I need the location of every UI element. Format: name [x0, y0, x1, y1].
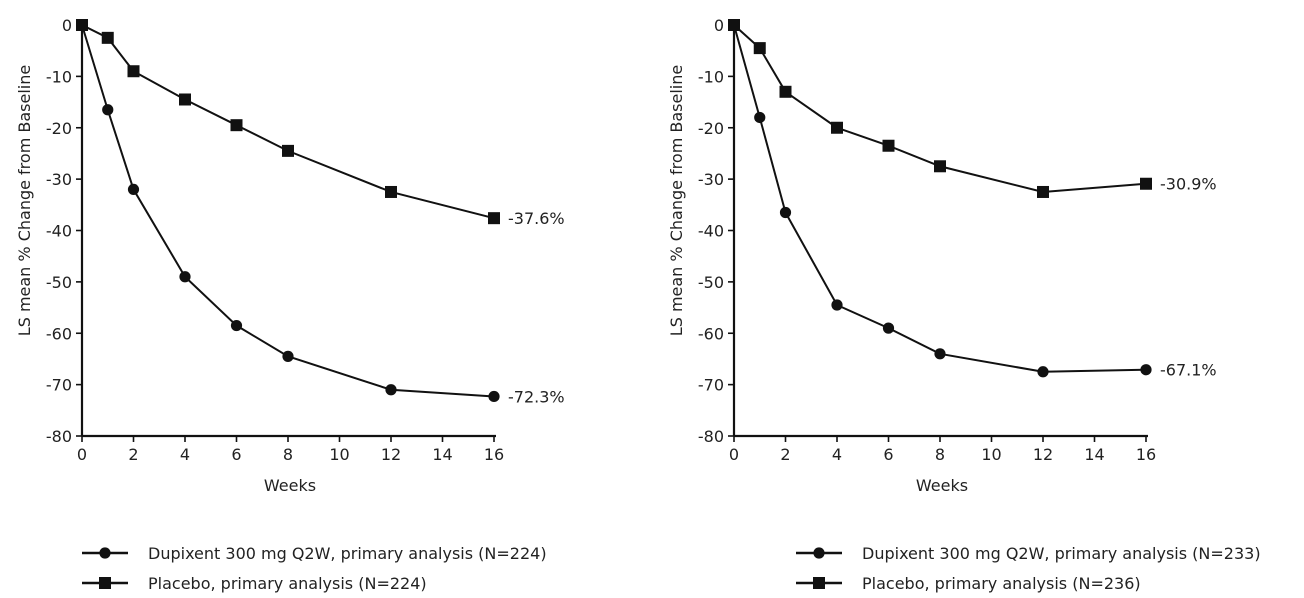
data-point-square	[76, 19, 88, 31]
data-point-square	[934, 160, 946, 173]
end-value-label: -67.1%	[1160, 361, 1217, 380]
x-tick-label: 4	[180, 445, 190, 464]
chart-left: 0 -10 -20 -30 -40 -50 -60 -70 -80 0 2 4 6 8 10 12 14 16 We…	[15, 16, 565, 495]
legend-item-dupixent: Dupixent 300 mg Q2W, primary analysis (N…	[82, 538, 547, 568]
data-point-square	[753, 42, 766, 55]
legend-item-dupixent: Dupixent 300 mg Q2W, primary analysis (N…	[796, 538, 1261, 568]
x-tick-label: 14	[432, 445, 452, 464]
series-line-0	[733, 24, 1147, 373]
data-point-circle	[1140, 364, 1152, 376]
legend-marker-circle-icon	[82, 547, 128, 559]
chart-panel-right: 0 -10 -20 -30 -40 -50 -60 -70 -80 0 2 4 6 8 10 12 14 16 We…	[652, 0, 1304, 597]
data-point-circle	[831, 299, 843, 311]
chart-right: 0 -10 -20 -30 -40 -50 -60 -70 -80 0 2 4 6 8 10 12 14 16 We…	[667, 16, 1217, 495]
data-point-circle	[779, 206, 792, 219]
x-tick-label: 2	[780, 445, 790, 464]
data-point-square	[779, 85, 792, 98]
y-tick-label: -70	[698, 376, 724, 395]
y-tick-label: -10	[46, 67, 72, 86]
legend-label-dupixent: Dupixent 300 mg Q2W, primary analysis (N…	[148, 543, 547, 563]
y-axis-title: LS mean % Change from Baseline	[667, 65, 686, 336]
chart-panel-left: 0 -10 -20 -30 -40 -50 -60 -70 -80 0 2 4 6 8 10 12 14 16 We…	[0, 0, 652, 597]
x-tick-label: 0	[729, 445, 739, 464]
y-tick-label: -50	[46, 273, 72, 292]
legend-marker-square-icon	[796, 577, 842, 589]
legend-label-placebo: Placebo, primary analysis (N=224)	[148, 573, 427, 593]
x-axis-title: Weeks	[264, 476, 316, 495]
y-tick-label: -70	[46, 376, 72, 395]
x-tick-label: 10	[329, 445, 349, 464]
legend-marker-square-icon	[82, 577, 128, 589]
data-point-square	[179, 93, 191, 106]
series-line-0	[81, 24, 495, 398]
y-tick-label: -10	[698, 67, 724, 86]
data-point-circle	[488, 390, 500, 403]
data-point-square	[127, 65, 140, 78]
end-value-label: -37.6%	[508, 209, 565, 228]
x-tick-label: 8	[283, 445, 293, 464]
x-tick-label: 12	[1033, 445, 1053, 464]
y-tick-label: -80	[46, 427, 72, 446]
data-point-circle	[102, 104, 114, 116]
x-tick-label: 14	[1084, 445, 1104, 464]
y-tick-label: -50	[698, 273, 724, 292]
data-point-square	[1140, 177, 1152, 190]
legend-left: Dupixent 300 mg Q2W, primary analysis (N…	[82, 538, 547, 598]
y-tick-label: -60	[698, 324, 724, 343]
data-point-circle	[282, 350, 294, 362]
y-tick-label: -60	[46, 324, 72, 343]
data-point-circle	[754, 111, 766, 124]
data-point-circle	[882, 322, 895, 334]
data-point-square	[882, 139, 895, 152]
y-tick-label: -30	[46, 170, 72, 189]
data-point-circle	[1037, 366, 1049, 378]
y-tick-label: -40	[46, 222, 72, 241]
legend-label-dupixent: Dupixent 300 mg Q2W, primary analysis (N…	[862, 543, 1261, 563]
data-point-circle	[179, 271, 191, 283]
data-point-square	[282, 144, 294, 157]
x-tick-label: 8	[935, 445, 945, 464]
legend-marker-circle-icon	[796, 547, 842, 559]
y-tick-label: -20	[46, 119, 72, 138]
x-tick-label: 6	[231, 445, 241, 464]
x-axis-title: Weeks	[916, 476, 968, 495]
x-tick-label: 16	[1136, 445, 1156, 464]
data-point-circle	[934, 348, 946, 360]
data-point-square	[385, 185, 397, 198]
legend-right: Dupixent 300 mg Q2W, primary analysis (N…	[796, 538, 1261, 598]
y-tick-label: -30	[698, 170, 724, 189]
data-point-circle	[385, 384, 397, 396]
end-value-label: -72.3%	[508, 387, 565, 406]
data-point-square	[831, 121, 843, 134]
x-tick-label: 0	[77, 445, 87, 464]
data-point-square	[230, 119, 243, 132]
data-point-circle	[127, 183, 140, 195]
data-point-circle	[230, 319, 243, 332]
x-tick-label: 16	[484, 445, 504, 464]
y-axis-title: LS mean % Change from Baseline	[15, 65, 34, 336]
y-tick-label: -80	[698, 427, 724, 446]
legend-label-placebo: Placebo, primary analysis (N=236)	[862, 573, 1141, 593]
y-tick-label: 0	[714, 16, 724, 35]
x-tick-label: 2	[128, 445, 138, 464]
x-tick-label: 6	[883, 445, 893, 464]
y-tick-label: -40	[698, 222, 724, 241]
x-tick-label: 4	[832, 445, 842, 464]
end-value-label: -30.9%	[1160, 175, 1217, 194]
data-point-square	[728, 19, 740, 31]
series-line-1	[81, 24, 495, 220]
data-point-square	[488, 212, 500, 225]
x-tick-label: 10	[981, 445, 1001, 464]
y-tick-label: -20	[698, 119, 724, 138]
data-point-square	[101, 31, 114, 44]
legend-item-placebo: Placebo, primary analysis (N=224)	[82, 568, 547, 598]
y-tick-label: 0	[62, 16, 72, 35]
x-tick-label: 12	[381, 445, 401, 464]
data-point-square	[1037, 185, 1049, 198]
legend-item-placebo: Placebo, primary analysis (N=236)	[796, 568, 1261, 598]
series-line-1	[733, 24, 1147, 193]
